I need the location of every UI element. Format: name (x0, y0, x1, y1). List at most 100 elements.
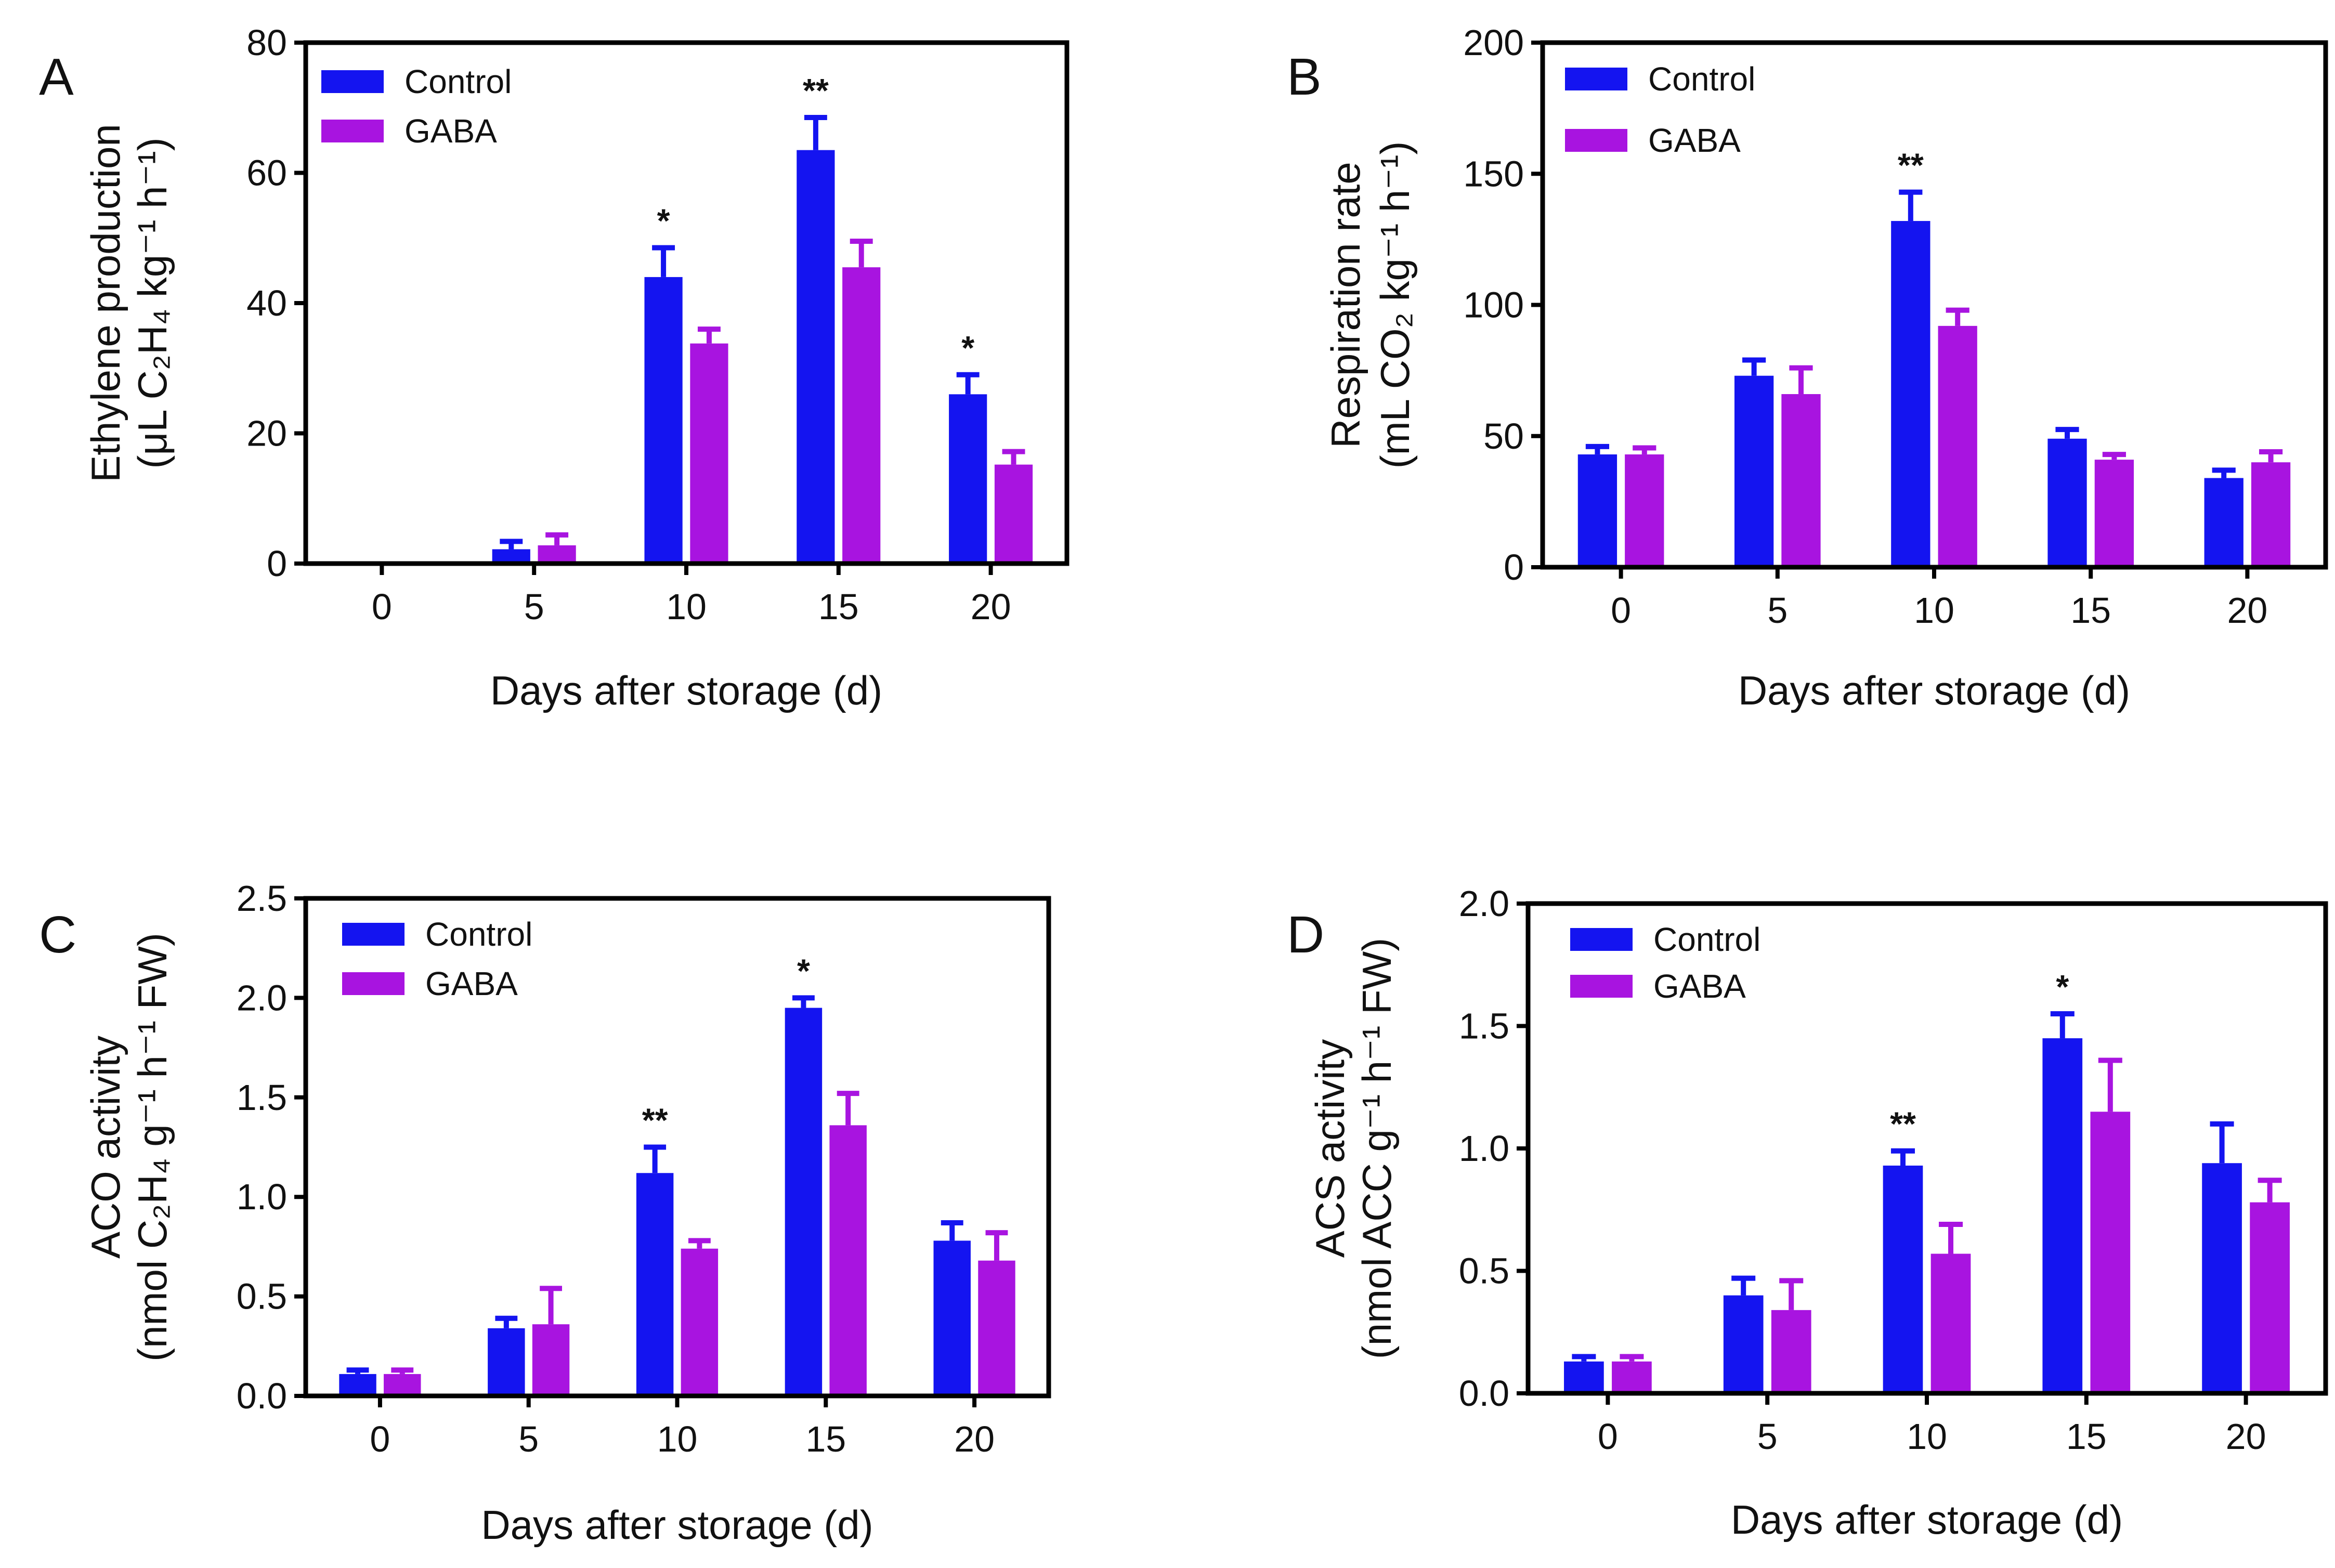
legend-swatch-control (1570, 928, 1633, 951)
significance-label-day-20: * (961, 329, 974, 367)
bar-control-day-10 (644, 277, 683, 564)
x-tick-label: 20 (2226, 1416, 2266, 1457)
significance-label-day-10: ** (1898, 147, 1924, 184)
y-tick-label: 1.5 (1459, 1006, 1509, 1047)
bar-gaba-day-10 (1938, 325, 1977, 567)
y-axis-title-line-2: (mL CO₂ kg⁻¹ h⁻¹) (1372, 141, 1418, 469)
bar-gaba-day-5 (1771, 1310, 1811, 1393)
legend-swatch-gaba (1570, 975, 1633, 998)
x-tick-label: 15 (2066, 1416, 2107, 1457)
significance-label-day-10: ** (1890, 1105, 1916, 1143)
bar-control-day-5 (492, 549, 530, 564)
bar-control-day-20 (2204, 478, 2243, 567)
y-tick-label: 0.0 (237, 1376, 287, 1416)
legend-label-gaba: GABA (1653, 968, 1746, 1005)
bar-gaba-day-0 (1625, 454, 1664, 567)
y-tick-label: 0.5 (1459, 1251, 1509, 1291)
bar-control-day-5 (488, 1328, 525, 1396)
x-tick-label: 20 (954, 1419, 995, 1459)
x-tick-label: 15 (2070, 590, 2111, 631)
y-tick-label: 40 (246, 283, 287, 323)
bar-gaba-day-0 (1612, 1361, 1652, 1393)
legend-label-control: Control (425, 916, 532, 953)
legend-swatch-gaba (321, 120, 384, 142)
bar-gaba-day-15 (2090, 1112, 2131, 1393)
y-tick-label: 0 (1504, 547, 1524, 587)
y-tick-label: 200 (1463, 22, 1524, 63)
legend-swatch-control (342, 923, 405, 946)
bar-gaba-day-15 (842, 267, 881, 564)
x-tick-label: 15 (805, 1419, 846, 1459)
y-tick-label: 80 (246, 22, 287, 63)
y-tick-label: 150 (1463, 153, 1524, 194)
bar-gaba-day-10 (1930, 1253, 1971, 1393)
y-axis-title-line-1: Ethylene production (83, 124, 128, 482)
y-axis-title-line-1: ACO activity (83, 1036, 128, 1259)
y-tick-label: 2.0 (237, 977, 287, 1018)
y-axis-title-line-2: (μL C₂H₄ kg⁻¹ h⁻¹) (129, 137, 175, 468)
x-tick-label: 5 (518, 1419, 539, 1459)
x-tick-label: 0 (370, 1419, 390, 1459)
legend-label-gaba: GABA (425, 965, 518, 1002)
legend-swatch-control (1565, 68, 1627, 90)
panel-letter: A (39, 48, 74, 106)
significance-label-day-10: ** (642, 1102, 668, 1139)
y-tick-label: 20 (246, 413, 287, 454)
y-tick-label: 0.5 (237, 1276, 287, 1317)
y-tick-label: 0 (267, 543, 287, 584)
legend-label-gaba: GABA (405, 112, 497, 150)
significance-label-day-15: * (2056, 968, 2069, 1005)
y-tick-label: 2.5 (237, 878, 287, 919)
panel-b-chart: B ** 0 50 100 150 200 0 5 10 15 20 Days after storag… (1287, 22, 2328, 713)
legend-swatch-gaba (1565, 129, 1627, 152)
bar-gaba-day-20 (994, 464, 1033, 564)
x-axis-title: Days after storage (d) (490, 668, 882, 713)
y-tick-label: 50 (1483, 416, 1524, 456)
x-axis-title: Days after storage (d) (481, 1502, 873, 1548)
bar-control-day-0 (1577, 454, 1617, 567)
x-axis-title: Days after storage (d) (1731, 1497, 2123, 1543)
x-tick-label: 10 (666, 586, 707, 627)
x-axis-title: Days after storage (d) (1738, 668, 2130, 713)
bar-gaba-day-5 (532, 1324, 570, 1396)
bar-control-day-15 (797, 150, 835, 564)
bar-gaba-day-10 (690, 343, 728, 564)
y-tick-label: 60 (246, 153, 287, 193)
y-axis-title-line-1: ACS activity (1307, 1039, 1353, 1258)
bar-control-day-15 (2047, 438, 2087, 567)
x-tick-label: 20 (2227, 590, 2267, 631)
x-tick-label: 0 (1611, 590, 1631, 631)
bar-control-day-20 (2202, 1163, 2242, 1393)
legend-label-gaba: GABA (1648, 122, 1741, 159)
y-axis-title-line-2: (nmol C₂H₄ g⁻¹ h⁻¹ FW) (129, 933, 175, 1362)
x-tick-label: 10 (1914, 590, 1954, 631)
bar-control-day-5 (1734, 375, 1774, 567)
y-axis-title-line-2: (nmol ACC g⁻¹ h⁻¹ FW) (1354, 938, 1400, 1359)
y-tick-label: 0.0 (1459, 1373, 1509, 1414)
bar-control-day-20 (933, 1240, 971, 1396)
legend-label-control: Control (405, 63, 512, 100)
x-tick-label: 0 (1598, 1416, 1618, 1457)
bar-gaba-day-15 (2094, 460, 2134, 567)
bar-gaba-day-0 (384, 1374, 421, 1396)
y-axis-title-line-1: Respiration rate (1323, 162, 1368, 448)
x-tick-label: 15 (818, 586, 859, 627)
bar-gaba-day-20 (2251, 462, 2291, 567)
x-tick-label: 5 (524, 586, 544, 627)
y-tick-label: 1.0 (237, 1177, 287, 1217)
x-tick-label: 0 (372, 586, 392, 627)
significance-label-day-15: * (797, 952, 810, 989)
significance-label-day-10: * (657, 202, 670, 240)
y-tick-label: 2.0 (1459, 883, 1509, 924)
bar-control-day-5 (1723, 1295, 1764, 1393)
bar-control-day-0 (1564, 1361, 1604, 1393)
x-tick-label: 5 (1757, 1416, 1778, 1457)
bar-control-day-10 (1883, 1165, 1923, 1393)
legend-swatch-control (321, 70, 384, 93)
significance-label-day-15: ** (803, 72, 829, 109)
bar-gaba-day-20 (2250, 1202, 2290, 1393)
bar-gaba-day-15 (829, 1125, 867, 1396)
panel-letter: D (1287, 906, 1324, 964)
